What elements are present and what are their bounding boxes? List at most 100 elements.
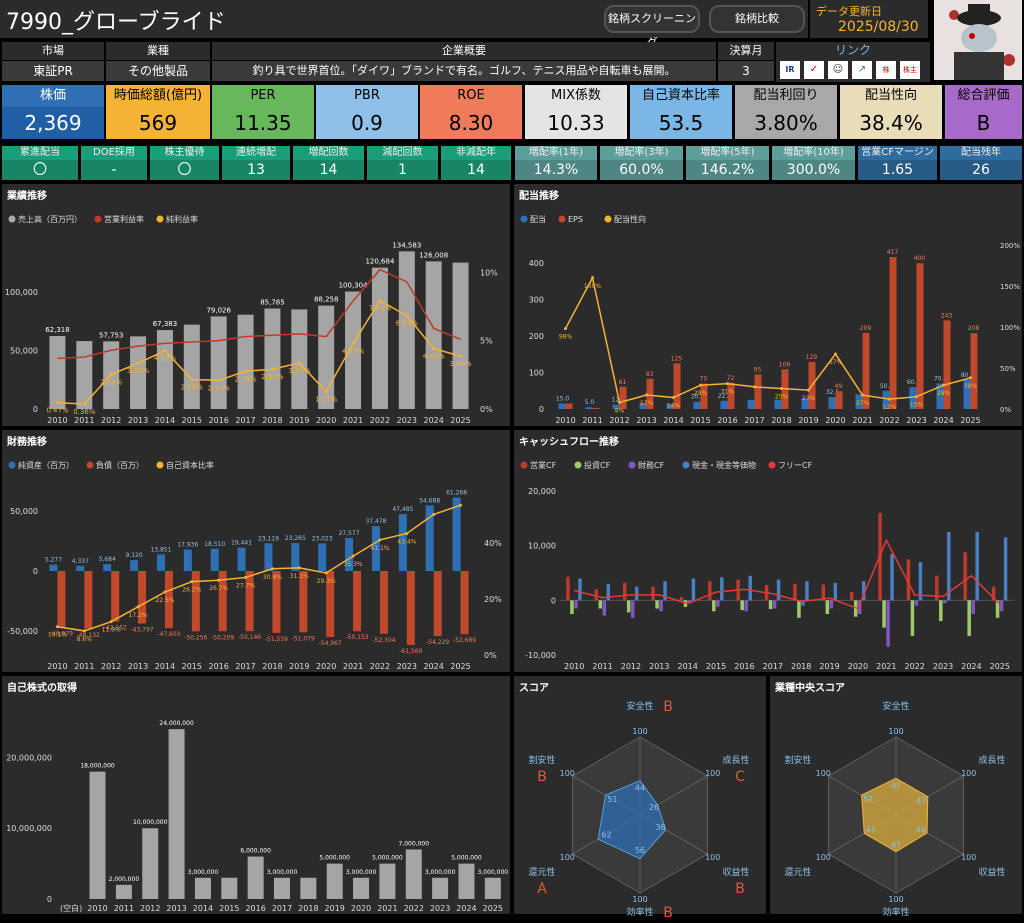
x-tick: 2019 xyxy=(289,416,309,425)
metric-9: 増配率(5年) 146.2% xyxy=(686,146,769,180)
dividend-label: 15.0 xyxy=(556,396,570,403)
kpi-label: 総合評価 xyxy=(945,85,1022,107)
y2-tick: 20% xyxy=(484,595,502,604)
shareholder-link-icon[interactable]: 株主 xyxy=(900,61,920,79)
cf-bar xyxy=(853,600,858,617)
x-tick: 2018 xyxy=(298,904,318,913)
equity-ratio-line xyxy=(57,504,461,632)
cf-bar xyxy=(659,600,663,612)
y-tick: 0 xyxy=(33,567,38,576)
buyback-bar xyxy=(115,884,132,899)
cf-chart: 営業CF 投資CF 財務CF 現金・現金等価物 フリーCF -10,000 0 10,000 2… xyxy=(520,460,1014,671)
cf-bar xyxy=(967,600,971,636)
metric-value: 14 xyxy=(293,160,364,180)
net-margin-point xyxy=(351,342,355,346)
payout-label: 25% xyxy=(775,394,789,401)
x-tick: 2010 xyxy=(564,662,584,671)
cf-title: キャッシュフロー推移 xyxy=(519,437,619,448)
minkabu-link-icon[interactable]: ☺ xyxy=(828,61,848,79)
dividend-bar xyxy=(801,398,809,409)
dividend-bar xyxy=(882,390,890,409)
compare-button[interactable]: 銘柄比較 xyxy=(709,5,805,33)
x-tick: 2013 xyxy=(166,904,186,913)
cf-bar xyxy=(918,562,923,601)
net-margin-label: 2.16% xyxy=(181,383,204,391)
metric-4: 増配回数 14 xyxy=(293,146,364,180)
sales-label: 126,008 xyxy=(419,251,448,259)
cf-bar xyxy=(748,575,752,601)
equity-label: 23,265 xyxy=(285,535,306,542)
equity-ratio-point xyxy=(82,629,86,633)
x-tick: 2010 xyxy=(555,416,575,425)
cf-panel: キャッシュフロー推移 営業CF 投資CF 財務CF 現金・現金等価物 フリーCF -10,0… xyxy=(514,430,1022,672)
net-margin-point xyxy=(459,354,463,358)
chart-link-icon[interactable]: ↗ xyxy=(852,61,872,79)
kpi-1: 時価総額(億円) 569 xyxy=(106,85,210,141)
payout-point xyxy=(645,393,648,397)
legend-label: 財務CF xyxy=(638,460,665,470)
eps-bar xyxy=(646,378,654,409)
equity-label: 4,337 xyxy=(72,558,89,565)
x-tick: 2022 xyxy=(905,662,925,671)
market-value: 東証PR xyxy=(2,61,104,81)
y-tick: 100 xyxy=(529,369,544,378)
kpi-value: 8.30 xyxy=(420,107,522,139)
equity-ratio-point xyxy=(351,554,355,558)
metric-1: DOE採用 - xyxy=(81,146,147,180)
x-tick: 2020 xyxy=(848,662,868,671)
radar-max: 100 xyxy=(888,727,903,736)
legend-marker xyxy=(520,461,528,469)
kabutan-link-icon[interactable]: ✓ xyxy=(804,61,824,79)
irbank-link-icon[interactable]: IR xyxy=(780,61,800,79)
screening-button[interactable]: 銘柄スクリーニング xyxy=(604,5,700,49)
sales-bar xyxy=(264,308,281,409)
x-tick: 2012 xyxy=(140,904,160,913)
equity-ratio-point xyxy=(405,531,409,535)
y-tick: 200 xyxy=(529,332,544,341)
eps-label: 49 xyxy=(835,383,843,390)
buyback-label: 24,000,000 xyxy=(159,720,194,727)
eps-bar xyxy=(619,386,627,409)
net-margin-label: 4.78% xyxy=(342,348,365,356)
score-panel: スコア 44 26 38 56 62 51 100 100 100 100 100 100 安全性 成長性収… xyxy=(514,676,766,921)
dividend-label: 50.0 xyxy=(880,383,894,390)
dividend-bar xyxy=(558,403,566,409)
metric-value: 13 xyxy=(222,160,290,180)
x-tick: 2010 xyxy=(47,416,67,425)
kpi-value: 0.9 xyxy=(316,107,418,139)
buyback-label: 3,000,000 xyxy=(188,869,219,876)
sales-bar xyxy=(237,314,254,409)
links-header: リンク xyxy=(834,43,871,57)
debt-bar xyxy=(218,571,227,632)
kabutan2-link-icon[interactable]: 株 xyxy=(876,61,896,79)
equity-label: 19,441 xyxy=(231,540,252,547)
cf-bar xyxy=(744,600,748,612)
payout-point xyxy=(888,397,891,401)
x-tick: 2019 xyxy=(325,904,345,913)
radar-max: 100 xyxy=(705,769,720,778)
legend-label: 投資CF xyxy=(584,460,611,470)
cf-bar xyxy=(776,579,781,601)
eps-bar xyxy=(835,391,843,409)
cf-bar xyxy=(882,600,886,628)
kpi-value: 10.33 xyxy=(525,107,627,139)
buyback-label: 5,000,000 xyxy=(319,855,350,862)
x-tick: 2018 xyxy=(262,416,282,425)
update-box: データ更新日 2025/08/30 xyxy=(810,0,928,38)
buyback-label: 3,000,000 xyxy=(346,869,377,876)
sales-bar xyxy=(130,336,147,409)
cf-bar xyxy=(626,600,631,613)
metric-label: 非減配年 xyxy=(456,147,496,158)
legend-marker xyxy=(94,215,102,223)
dividend-bar xyxy=(774,399,782,409)
metric-7: 増配率(1年) 14.3% xyxy=(515,146,597,180)
eps-label: 72 xyxy=(727,375,735,382)
equity-ratio-label: 17.2% xyxy=(129,612,148,619)
legend-marker xyxy=(558,215,566,223)
net-margin-label: 2.10% xyxy=(208,384,231,392)
radar-axis-label: 安全性 xyxy=(626,700,653,712)
y2-tick: 200% xyxy=(1000,242,1020,250)
dividend-label: 70.0 xyxy=(934,375,948,382)
debt-label: -42,162 xyxy=(104,625,127,632)
equity-label: 37,478 xyxy=(365,518,386,525)
